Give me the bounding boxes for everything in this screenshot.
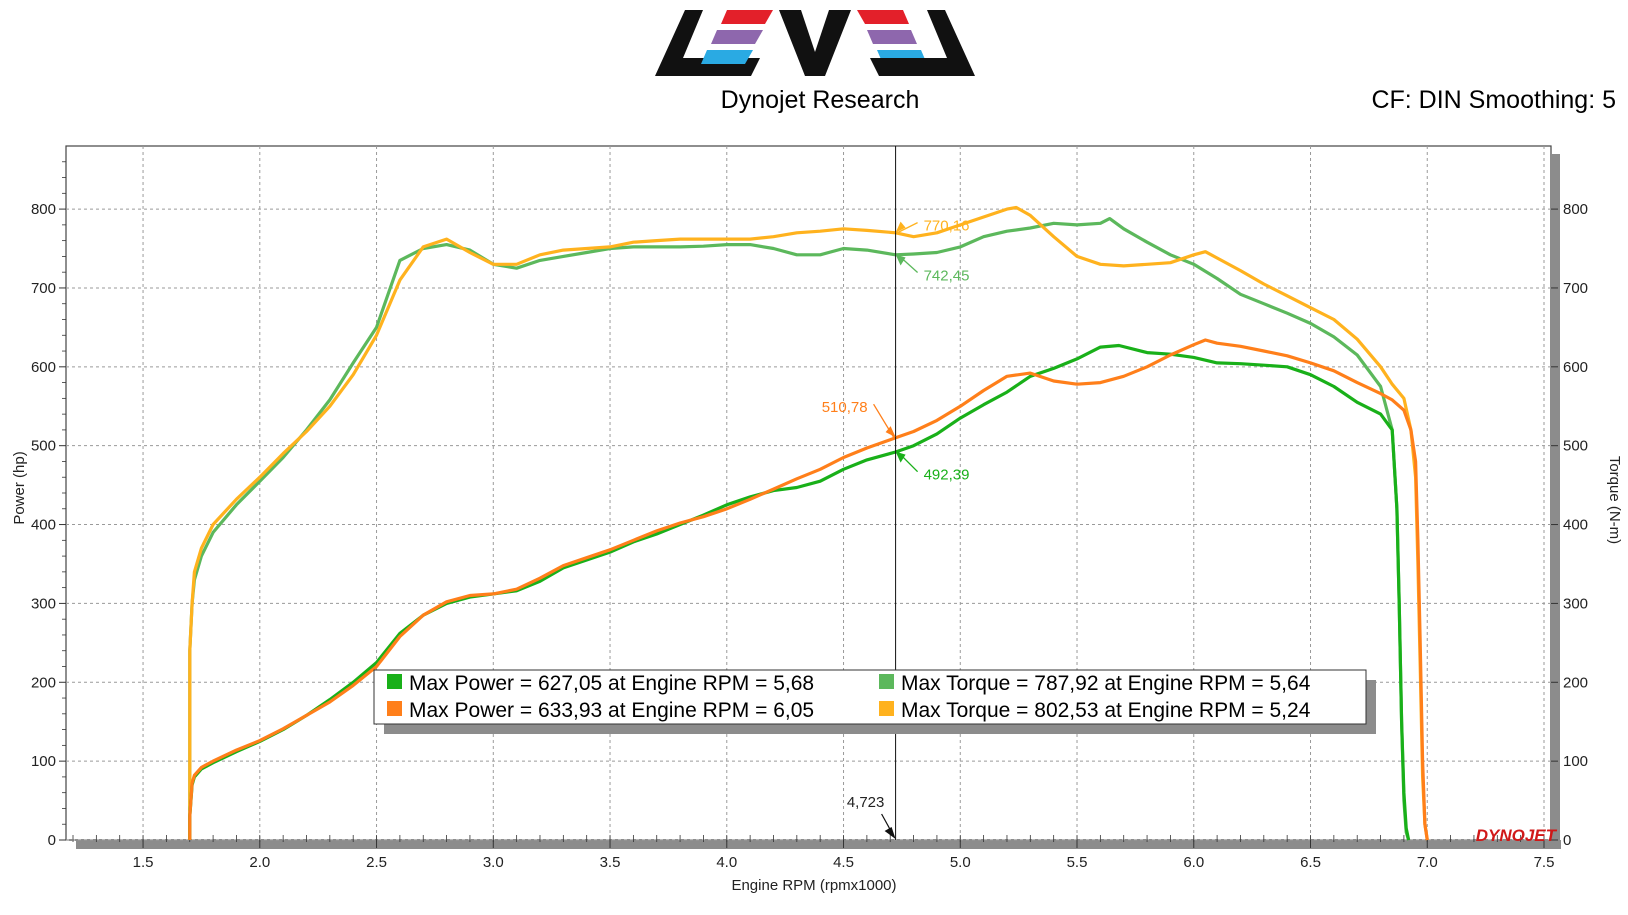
x-tick-label: 2.5 <box>366 854 387 871</box>
y-right-tick-label: 500 <box>1563 438 1588 455</box>
series-line-3 <box>188 205 1429 841</box>
plot-area <box>65 145 1552 841</box>
cursor-readout-value: 510,78 <box>822 399 868 416</box>
y-right-tick-label: 100 <box>1563 753 1588 770</box>
x-axis-label: Engine RPM (rpmx1000) <box>731 877 896 894</box>
x-tick-label: 3.0 <box>483 854 504 871</box>
bottom-axis-bar <box>76 840 1561 849</box>
x-tick-label: 3.5 <box>600 854 621 871</box>
cursor-readout-value: 492,39 <box>924 467 970 484</box>
x-tick-label: 6.5 <box>1300 854 1321 871</box>
y-axis-label-left: Power (hp) <box>11 451 28 524</box>
x-tick-label: 7.5 <box>1534 854 1555 871</box>
y-right-tick-label: 300 <box>1563 595 1588 612</box>
x-tick-label: 4.5 <box>833 854 854 871</box>
legend-box <box>373 669 1367 725</box>
series-line-1 <box>188 217 1411 841</box>
readout-arrowhead <box>895 451 906 463</box>
y-left-tick-label: 600 <box>31 359 56 376</box>
series-lines <box>188 205 1429 841</box>
x-tick-label: 5.0 <box>950 854 971 871</box>
level-logo <box>655 10 975 76</box>
x-tick-label: 7.0 <box>1417 854 1438 871</box>
y-left-tick-label: 800 <box>31 201 56 218</box>
readout-arrowhead <box>885 426 896 438</box>
cursor-readout-value: 742,45 <box>924 267 970 284</box>
legend-entry: Max Torque = 787,92 at Engine RPM = 5,64 <box>901 672 1311 695</box>
legend-swatch <box>387 701 402 716</box>
legend-swatch <box>879 674 894 689</box>
y-right-tick-label: 700 <box>1563 280 1588 297</box>
dynojet-brand-mark: DYNOJET <box>1476 826 1558 845</box>
y-right-tick-label: 0 <box>1563 832 1571 849</box>
cursor-readout-value: 770,16 <box>924 218 970 235</box>
x-tick-label: 2.0 <box>249 854 270 871</box>
series-line-0 <box>188 343 1411 841</box>
legend: Max Power = 627,05 at Engine RPM = 5,68 M… <box>373 669 1376 734</box>
y-left-tick-label: 0 <box>48 832 56 849</box>
plot-frame <box>65 145 1561 849</box>
legend-entry: Max Power = 633,93 at Engine RPM = 6,05 <box>409 699 814 722</box>
correction-factor-label: CF: DIN Smoothing: 5 <box>1371 86 1616 114</box>
dyno-title: Dynojet Research <box>720 86 920 114</box>
y-left-tick-label: 200 <box>31 674 56 691</box>
y-right-tick-label: 400 <box>1563 517 1588 534</box>
readout-leader <box>897 222 918 234</box>
right-axis-bar <box>1550 154 1560 848</box>
legend-entry: Max Power = 627,05 at Engine RPM = 5,68 <box>409 672 814 695</box>
x-tick-label: 4.0 <box>716 854 737 871</box>
y-right-tick-label: 600 <box>1563 359 1588 376</box>
readout-arrowhead <box>895 221 906 233</box>
legend-entry: Max Torque = 802,53 at Engine RPM = 5,24 <box>901 699 1311 722</box>
legend-swatch <box>879 701 894 716</box>
rpm-cursor: 4,723 770,16 742,45 510,78 492,39 <box>822 146 970 840</box>
readout-arrowhead <box>895 254 906 266</box>
x-tick-label: 5.5 <box>1067 854 1088 871</box>
axis-ticks: 1.5 2.0 2.5 3.0 3.5 4.0 4.5 5.0 5.5 6.0 6.5 7.0 7.5 0… <box>31 161 1588 871</box>
y-left-tick-label: 700 <box>31 280 56 297</box>
y-left-tick-label: 400 <box>31 517 56 534</box>
y-right-tick-label: 800 <box>1563 201 1588 218</box>
y-axis-label-right: Torque (N-m) <box>1606 456 1623 544</box>
series-line-2 <box>188 338 1429 841</box>
y-right-tick-label: 200 <box>1563 674 1588 691</box>
y-left-tick-label: 500 <box>31 438 56 455</box>
x-tick-label: 1.5 <box>133 854 154 871</box>
cursor-rpm-label: 4,723 <box>847 794 885 811</box>
legend-swatch <box>387 674 402 689</box>
cursor-rpm-arrowhead <box>884 827 896 839</box>
x-tick-label: 6.0 <box>1183 854 1204 871</box>
y-left-tick-label: 100 <box>31 753 56 770</box>
y-left-tick-label: 300 <box>31 595 56 612</box>
